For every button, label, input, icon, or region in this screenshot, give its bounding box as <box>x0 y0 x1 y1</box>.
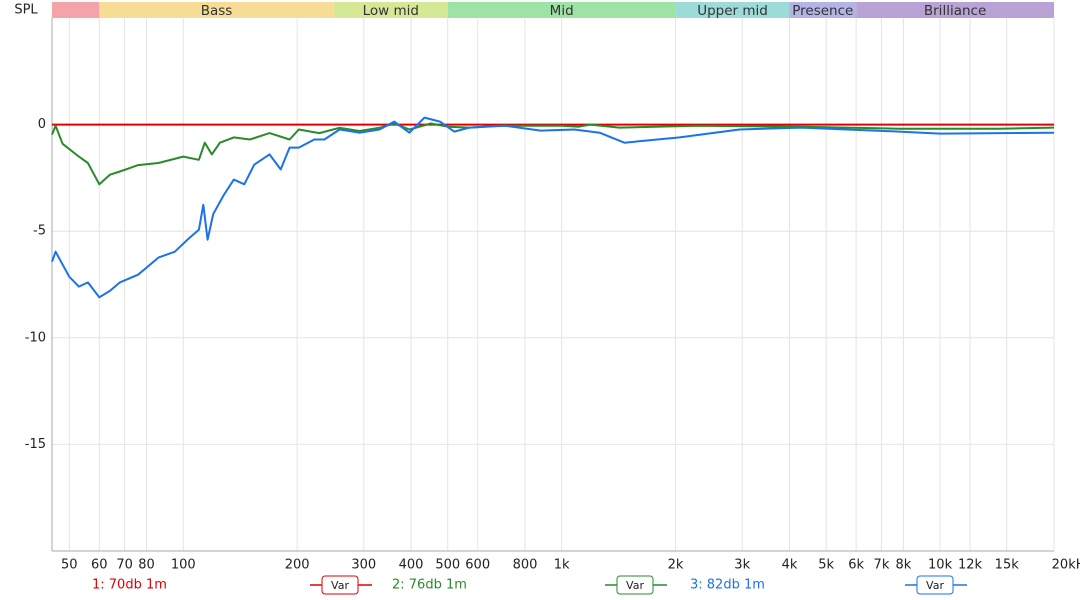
band-label: Mid <box>550 3 574 19</box>
x-tick-label: 2k <box>668 558 684 573</box>
x-tick-label: 8k <box>896 558 912 573</box>
legend-button-label: Var <box>331 579 349 592</box>
band <box>99 2 334 18</box>
band-label: Presence <box>792 3 853 19</box>
band <box>52 2 100 18</box>
x-tick-label: 6k <box>848 558 864 573</box>
x-tick-label: 200 <box>285 558 310 573</box>
line <box>51 122 1055 186</box>
x-tick-label: 100 <box>171 558 196 573</box>
x-tick-label: 1k <box>554 558 570 573</box>
band-label: Upper mid <box>697 3 768 19</box>
x-tick-label: 5k <box>818 558 834 573</box>
x-tick-label: 70 <box>116 558 133 573</box>
band-label: Brilliance <box>924 3 986 19</box>
x-tick-label: 80 <box>138 558 155 573</box>
band-label: Low mid <box>363 3 419 19</box>
band <box>447 2 676 18</box>
x-tick-label: 12k <box>958 558 983 573</box>
x-tick-label: 500 <box>435 558 460 573</box>
y-tick-label: -5 <box>33 224 46 239</box>
x-tick-label: 3k <box>734 558 750 573</box>
y-tick-label: -10 <box>25 330 46 345</box>
x-tick-label: 400 <box>399 558 424 573</box>
y-axis-label: SPL <box>14 3 38 18</box>
legend-label: 3: 82db 1m <box>690 578 765 593</box>
x-tick-label: 4k <box>782 558 798 573</box>
legend-button[interactable] <box>616 575 654 595</box>
x-tick-label: 7k <box>874 558 890 573</box>
band <box>789 2 857 18</box>
band-label: Bass <box>201 3 233 19</box>
y-tick-label: 0 <box>38 117 46 132</box>
legend-label: 1: 70db 1m <box>92 578 167 593</box>
x-tick-label: 300 <box>351 558 376 573</box>
x-tick-label: 600 <box>465 558 490 573</box>
x-tick-label: 15k <box>995 558 1020 573</box>
legend-button[interactable] <box>321 575 359 595</box>
x-tick-label: 50 <box>61 558 78 573</box>
x-tick-label: 800 <box>513 558 538 573</box>
legend-label: 2: 76db 1m <box>392 578 467 593</box>
x-tick-label: 20kHz <box>1052 558 1080 573</box>
y-tick-label: -15 <box>25 437 46 452</box>
band <box>675 2 790 18</box>
line <box>51 116 1055 299</box>
legend-button-label: Var <box>926 579 944 592</box>
x-tick-label: 60 <box>91 558 108 573</box>
x-tick-label: 10k <box>928 558 953 573</box>
legend-button-label: Var <box>626 579 644 592</box>
legend-button[interactable] <box>916 575 954 595</box>
band <box>333 2 448 18</box>
band <box>856 2 1054 18</box>
